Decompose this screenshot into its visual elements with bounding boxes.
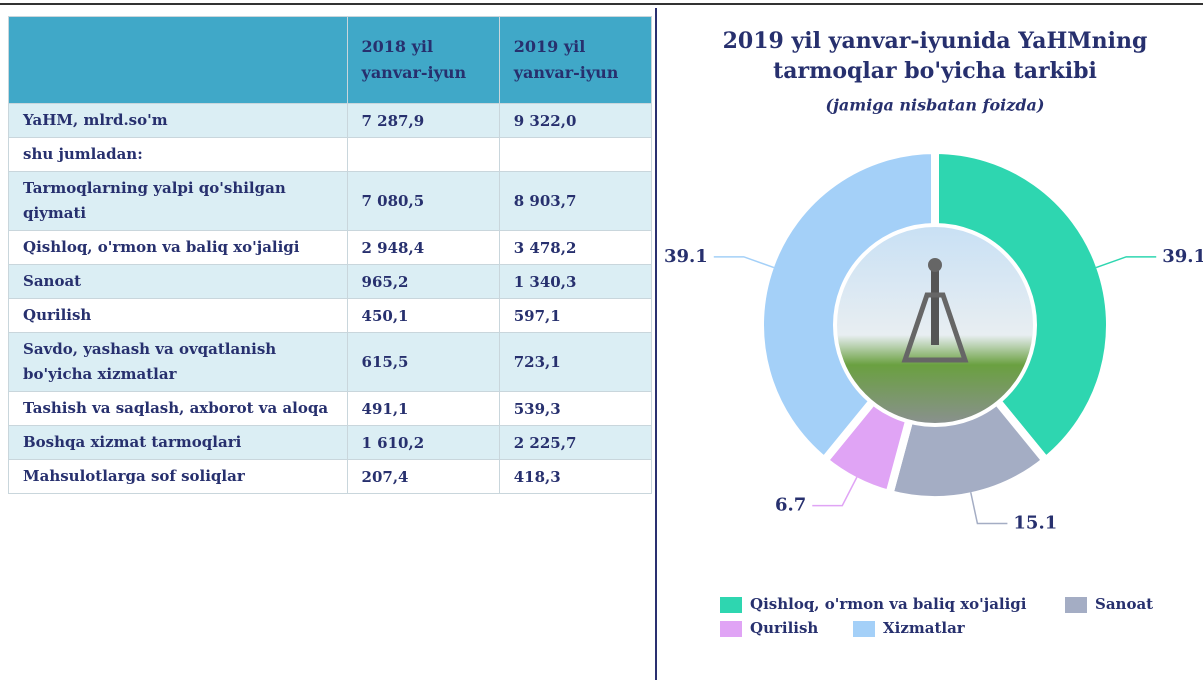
cell-value: 2 948,4 bbox=[362, 239, 425, 257]
cell-value: 539,3 bbox=[514, 400, 561, 418]
legend-swatch bbox=[720, 621, 742, 637]
legend-label: Sanoat bbox=[1095, 595, 1153, 613]
row-label: Sanoat bbox=[23, 272, 81, 290]
cell-value: 491,1 bbox=[362, 400, 409, 418]
table-cell: Boshqa xizmat tarmoqlari bbox=[9, 426, 348, 460]
legend-swatch bbox=[853, 621, 875, 637]
chart: 2019 yil yanvar-iyunida YaHMning tarmoqla… bbox=[658, 0, 1203, 691]
cell-value: 7 080,5 bbox=[362, 192, 425, 210]
table-cell: YaHM, mlrd.so'm bbox=[9, 104, 348, 138]
page: 2018 yilyanvar-iyun 2019 yilyanvar-iyun … bbox=[0, 0, 1203, 691]
table-cell: 450,1 bbox=[347, 299, 499, 333]
table-cell: Savdo, yashash va ovqatlanish bo'yicha x… bbox=[9, 333, 348, 392]
table-cell: Tashish va saqlash, axborot va aloqa bbox=[9, 392, 348, 426]
cell-value: 3 478,2 bbox=[514, 239, 577, 257]
legend-swatch bbox=[1065, 597, 1087, 613]
cell-value: 965,2 bbox=[362, 273, 409, 291]
leader-line bbox=[1096, 257, 1156, 268]
table-cell: 615,5 bbox=[347, 333, 499, 392]
legend-label: Qurilish bbox=[750, 619, 818, 637]
table-cell: 1 340,3 bbox=[499, 265, 651, 299]
data-label: 15.1 bbox=[1013, 513, 1057, 534]
table-row: Qurilish 450,1 597,1 bbox=[9, 299, 652, 333]
cell-value: 1 610,2 bbox=[362, 434, 425, 452]
table-cell: 8 903,7 bbox=[499, 172, 651, 231]
cell-value: 418,3 bbox=[514, 468, 561, 486]
data-label: 39.1 bbox=[1162, 246, 1203, 267]
table-row: Savdo, yashash va ovqatlanish bo'yicha x… bbox=[9, 333, 652, 392]
data-label: 6.7 bbox=[775, 495, 806, 516]
table-cell: 207,4 bbox=[347, 460, 499, 494]
chart-subtitle: (jamiga nisbatan foizda) bbox=[826, 96, 1045, 115]
header-text: yanvar-iyun bbox=[362, 63, 467, 82]
legend-label: Xizmatlar bbox=[883, 619, 966, 637]
header-row: 2018 yil yanvar-iyun 2019 yil yanvar-iyun bbox=[9, 17, 652, 104]
table-cell: 965,2 bbox=[347, 265, 499, 299]
legend-swatch bbox=[720, 597, 742, 613]
header-cell: 2018 yil yanvar-iyun bbox=[347, 17, 499, 104]
leader-line bbox=[714, 257, 774, 268]
table-cell: shu jumladan: bbox=[9, 138, 348, 172]
table-cell: Sanoat bbox=[9, 265, 348, 299]
row-label: Tashish va saqlash, axborot va aloqa bbox=[23, 399, 328, 417]
cell-value: 597,1 bbox=[514, 307, 561, 325]
header-cell bbox=[9, 17, 348, 104]
table-row: Tashish va saqlash, axborot va aloqa 491,… bbox=[9, 392, 652, 426]
row-label: Qishloq, o'rmon va baliq xo'jaligi bbox=[23, 238, 300, 256]
table-cell: 539,3 bbox=[499, 392, 651, 426]
table-cell: 7 287,9 bbox=[347, 104, 499, 138]
table-row: Qishloq, o'rmon va baliq xo'jaligi 2 948,… bbox=[9, 231, 652, 265]
cell-value: 2 225,7 bbox=[514, 434, 577, 452]
table-cell bbox=[347, 138, 499, 172]
table-cell: Qurilish bbox=[9, 299, 348, 333]
row-label: shu jumladan: bbox=[23, 145, 143, 163]
chart-title: tarmoqlar bo'yicha tarkibi bbox=[773, 58, 1097, 84]
monument bbox=[931, 270, 939, 345]
header-cell: 2019 yil yanvar-iyun bbox=[499, 17, 651, 104]
table-cell: Tarmoqlarning yalpi qo'shilgan qiymati bbox=[9, 172, 348, 231]
row-label: Mahsulotlarga sof soliqlar bbox=[23, 467, 245, 485]
table-cell: 2 948,4 bbox=[347, 231, 499, 265]
table-cell: 597,1 bbox=[499, 299, 651, 333]
header-text: yanvar-iyun bbox=[514, 63, 619, 82]
cell-value: 8 903,7 bbox=[514, 192, 577, 210]
monument-top bbox=[928, 258, 942, 272]
table-row: YaHM, mlrd.so'm 7 287,9 9 322,0 bbox=[9, 104, 652, 138]
table-cell: Mahsulotlarga sof soliqlar bbox=[9, 460, 348, 494]
cell-value: 450,1 bbox=[362, 307, 409, 325]
data-label: 39.1 bbox=[664, 246, 708, 267]
chart-title: 2019 yil yanvar-iyunida YaHMning bbox=[723, 28, 1148, 54]
table-cell: 9 322,0 bbox=[499, 104, 651, 138]
row-label: Qurilish bbox=[23, 306, 91, 324]
divider bbox=[655, 8, 657, 680]
cell-value: 207,4 bbox=[362, 468, 409, 486]
table-cell: 723,1 bbox=[499, 333, 651, 392]
table-row: shu jumladan: bbox=[9, 138, 652, 172]
table-cell: 491,1 bbox=[347, 392, 499, 426]
table-cell: 7 080,5 bbox=[347, 172, 499, 231]
table-row: Mahsulotlarga sof soliqlar 207,4 418,3 bbox=[9, 460, 652, 494]
table-cell: 3 478,2 bbox=[499, 231, 651, 265]
table-cell bbox=[499, 138, 651, 172]
cell-value: 615,5 bbox=[362, 353, 409, 371]
row-label: Tarmoqlarning yalpi qo'shilgan qiymati bbox=[23, 179, 286, 222]
cell-value: 9 322,0 bbox=[514, 112, 577, 130]
table-cell: 1 610,2 bbox=[347, 426, 499, 460]
table-cell: Qishloq, o'rmon va baliq xo'jaligi bbox=[9, 231, 348, 265]
table-row: Boshqa xizmat tarmoqlari 1 610,2 2 225,7 bbox=[9, 426, 652, 460]
row-label: YaHM, mlrd.so'm bbox=[23, 111, 168, 129]
table-row: Tarmoqlarning yalpi qo'shilgan qiymati 7 … bbox=[9, 172, 652, 231]
legend-label: Qishloq, o'rmon va baliq xo'jaligi bbox=[750, 595, 1027, 613]
header-text: 2019 yil bbox=[514, 37, 586, 56]
cell-value: 723,1 bbox=[514, 353, 561, 371]
table-cell: 2 225,7 bbox=[499, 426, 651, 460]
cell-value: 7 287,9 bbox=[362, 112, 425, 130]
table-cell: 418,3 bbox=[499, 460, 651, 494]
header-text: 2018 yil bbox=[362, 37, 434, 56]
table-row: Sanoat 965,2 1 340,3 bbox=[9, 265, 652, 299]
cell-value: 1 340,3 bbox=[514, 273, 577, 291]
row-label: Savdo, yashash va ovqatlanish bo'yicha x… bbox=[23, 340, 276, 383]
row-label: Boshqa xizmat tarmoqlari bbox=[23, 433, 241, 451]
